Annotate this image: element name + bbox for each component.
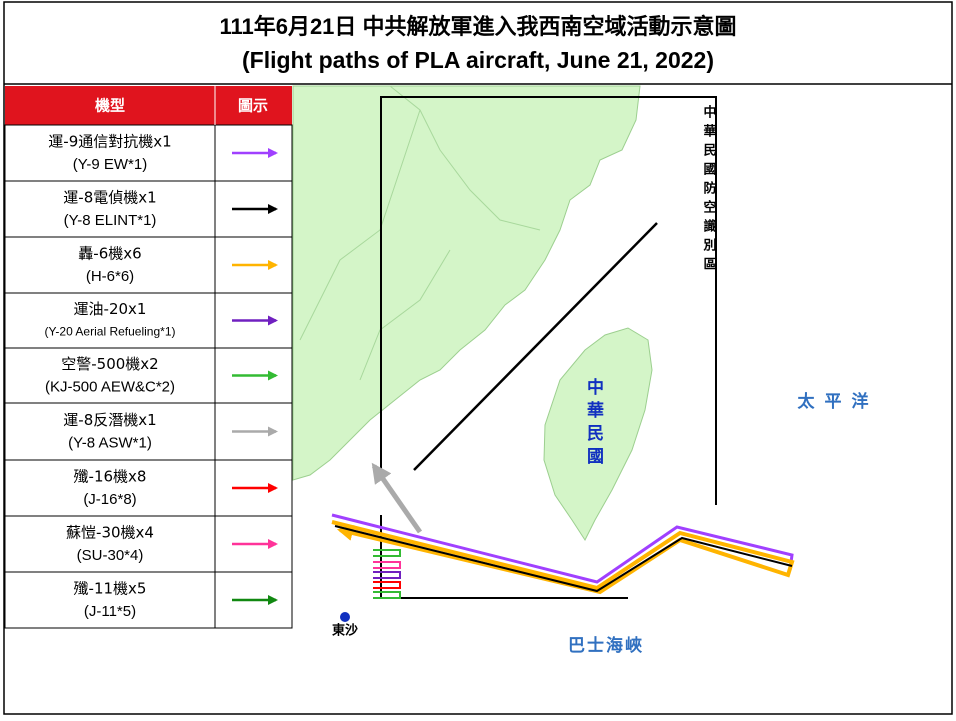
legend-table: 機型 圖示 運-9通信對抗機x1 (Y-9 EW*1) 運-8電偵機x1 (Y-8 E… (4, 86, 293, 629)
aircraft-name-en: (H-6*6) (86, 268, 134, 285)
dongsha-label: 東沙 (332, 623, 358, 639)
fighter-paths (373, 549, 401, 599)
aircraft-name-zh: 蘇愷-30機x4 (66, 524, 154, 542)
taiwan-island (543, 327, 653, 542)
aircraft-name-en: (KJ-500 AEW&C*2) (45, 378, 175, 395)
province-borders (299, 85, 541, 381)
column-header: 機型 (95, 97, 125, 115)
flight-path (331, 520, 795, 595)
mainland (292, 85, 641, 481)
aircraft-name-zh: 運-9通信對抗機x1 (48, 133, 171, 151)
aircraft-name-zh: 轟-6機x6 (78, 245, 141, 263)
aircraft-name-zh: 殲-11機x5 (74, 580, 147, 598)
pacific-label: 太平洋 (798, 391, 879, 412)
title-en: (Flight paths of PLA aircraft, June 21, … (242, 47, 714, 73)
aircraft-name-en: (J-11*5) (84, 603, 136, 620)
median-line (413, 222, 658, 471)
adiz-label: 中華民國防空識別區 (701, 104, 718, 276)
aircraft-name-zh: 運油-20x1 (74, 300, 147, 318)
aircraft-name-en: (Y-9 EW*1) (73, 156, 147, 173)
aircraft-name-zh: 殲-16機x8 (74, 468, 147, 486)
aircraft-name-en: (SU-30*4) (77, 547, 144, 564)
taiwan-label: 中華民國 (583, 377, 604, 470)
aircraft-name-zh: 空警-500機x2 (61, 355, 158, 373)
aircraft-name-en: (Y-8 ASW*1) (68, 434, 152, 451)
aircraft-name-en: (J-16*8) (83, 491, 136, 508)
aircraft-name-en: (Y-8 ELINT*1) (64, 212, 157, 229)
aircraft-name-zh: 運-8反潛機x1 (63, 411, 156, 429)
bashi-label: 巴士海峽 (568, 635, 644, 656)
aircraft-name-en: (Y-20 Aerial Refueling*1) (45, 325, 176, 339)
table-header (5, 86, 292, 125)
adiz-boundary (380, 96, 717, 505)
title-zh: 111年6月21日 中共解放軍進入我西南空域活動示意圖 (219, 14, 736, 39)
dongsha-marker (340, 612, 350, 622)
aircraft-name-zh: 運-8電偵機x1 (63, 189, 156, 207)
column-header: 圖示 (238, 97, 268, 115)
flight-path (334, 525, 793, 593)
flight-path (371, 462, 423, 534)
